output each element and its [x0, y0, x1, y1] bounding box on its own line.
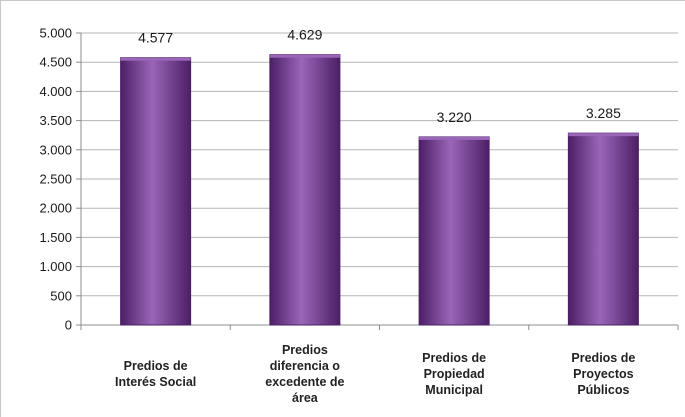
x-category-label-line: Municipal: [425, 383, 483, 397]
y-tick-label: 1.500: [39, 230, 72, 245]
data-label: 3.220: [437, 109, 472, 125]
x-category-label: Predios de Proyectos Públicos: [571, 351, 635, 397]
bars: [120, 54, 639, 326]
y-tick-label: 4.500: [39, 55, 72, 70]
y-tick-label: 1.000: [39, 259, 72, 274]
y-tick-label: 0: [65, 318, 72, 333]
bar: [269, 54, 341, 326]
x-category-label: Predios diferencia o excedente de área: [265, 343, 344, 405]
x-category-label: Predios de Propiedad Municipal: [422, 351, 486, 397]
y-tick-label: 3.000: [39, 142, 72, 157]
x-category-label-line: Predios de: [422, 351, 486, 365]
bar-top-highlight: [269, 54, 340, 58]
data-labels: 4.577 4.629 3.220 3.285: [138, 27, 621, 125]
y-tick-label: 2.000: [39, 201, 72, 216]
x-category-label-line: Interés Social: [115, 375, 196, 389]
bar-top-highlight: [120, 57, 191, 61]
bar: [567, 132, 639, 326]
x-category-label-line: Públicos: [577, 383, 629, 397]
y-tick-label: 3.500: [39, 113, 72, 128]
x-category-label-line: Proyectos: [573, 367, 633, 381]
y-tick-label: 2.500: [39, 172, 72, 187]
x-category-label: Predios de Interés Social: [115, 359, 196, 389]
bar-top-highlight: [419, 136, 490, 140]
x-category-label-line: Propiedad: [424, 367, 485, 381]
x-category-label-line: Predios de: [571, 351, 635, 365]
x-category-label-line: Predios: [282, 343, 328, 357]
bar: [120, 57, 192, 326]
bar: [418, 136, 490, 326]
data-label: 4.629: [287, 27, 322, 43]
y-tick-label: 500: [50, 288, 72, 303]
data-label: 3.285: [586, 105, 621, 121]
bar-top-highlight: [568, 133, 639, 137]
x-category-label-line: excedente de: [265, 375, 344, 389]
x-category-label-line: diferencia o: [270, 359, 341, 373]
x-axis-category-labels: Predios de Interés Social Predios diferenci…: [115, 343, 635, 405]
x-category-label-line: Predios de: [124, 359, 188, 373]
y-tick-label: 4.000: [39, 84, 72, 99]
y-axis-tick-labels: 0 500 1.000 1.500 2.000 2.500 3.000 3.500 4.000 4…: [39, 26, 72, 333]
y-tick-label: 5.000: [39, 26, 72, 41]
data-label: 4.577: [138, 30, 173, 46]
x-category-label-line: área: [292, 391, 319, 405]
